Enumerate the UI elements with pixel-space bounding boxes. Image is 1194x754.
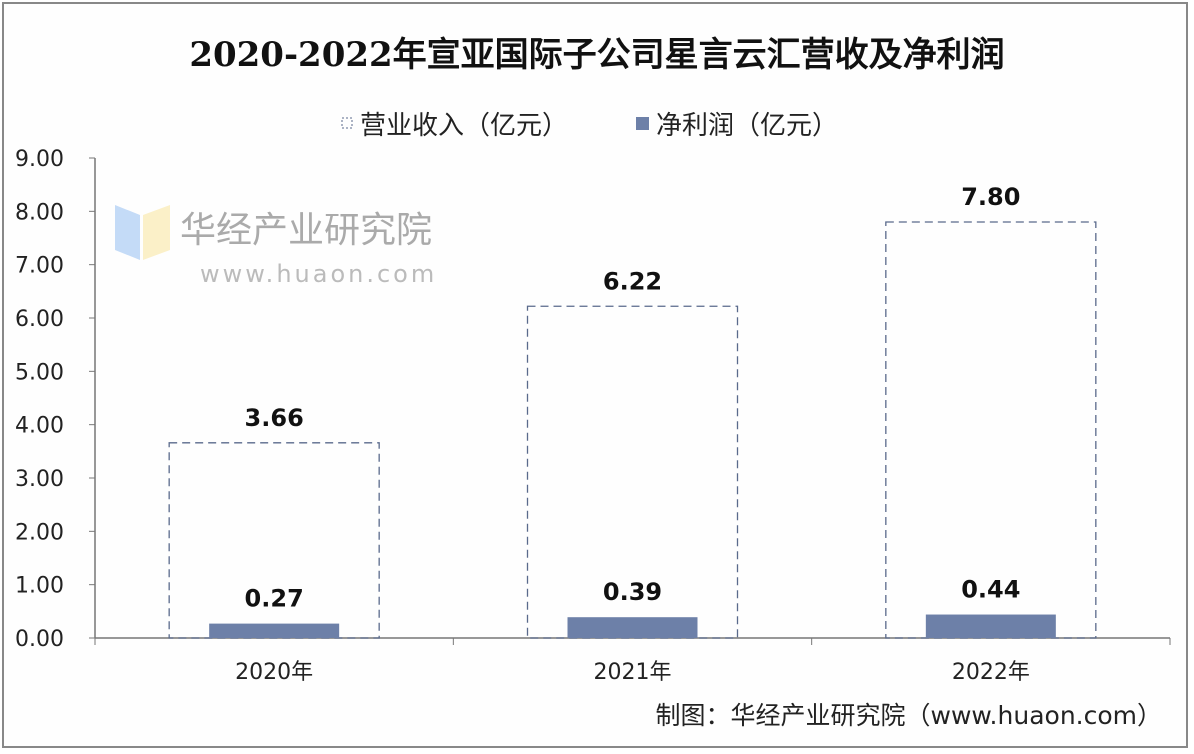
watermark-logo-right: [143, 205, 170, 260]
y-tick-label: 4.00: [15, 414, 64, 439]
watermark: 华经产业研究院 www.huaon.com: [115, 205, 437, 288]
revenue-data-label: 7.80: [961, 183, 1020, 211]
source-note: 制图：华经产业研究院（www.huaon.com）: [656, 701, 1162, 730]
legend-label-revenue: 营业收入（亿元）: [360, 111, 568, 141]
watermark-url: www.huaon.com: [200, 260, 437, 288]
profit-data-label: 0.39: [603, 578, 662, 606]
x-tick-label: 2021年: [594, 660, 672, 685]
profit-bar: [209, 623, 340, 638]
x-tick-label: 2020年: [235, 660, 313, 685]
legend-label-profit: 净利润（亿元）: [656, 111, 838, 141]
y-tick-label: 1.00: [15, 574, 64, 599]
y-tick-label: 3.00: [15, 467, 64, 492]
revenue-data-label: 6.22: [603, 267, 662, 295]
y-tick-label: 8.00: [15, 200, 64, 225]
profit-bar: [567, 617, 698, 638]
y-tick-label: 5.00: [15, 360, 64, 385]
watermark-logo-left: [115, 205, 140, 260]
watermark-text: 华经产业研究院: [180, 210, 432, 251]
profit-data-label: 0.27: [245, 585, 304, 613]
legend-swatch-revenue: [341, 117, 353, 129]
revenue-data-label: 3.66: [245, 404, 304, 432]
x-tick-label: 2022年: [952, 660, 1030, 685]
y-tick-label: 7.00: [15, 254, 64, 279]
y-tick-label: 0.00: [15, 627, 64, 652]
legend: 营业收入（亿元） 净利润（亿元）: [341, 111, 838, 141]
profit-data-label: 0.44: [961, 576, 1020, 604]
chart-title: 2020-2022年宣亚国际子公司星言云汇营收及净利润: [189, 35, 1004, 75]
profit-bar: [925, 614, 1056, 638]
y-tick-label: 9.00: [15, 147, 64, 172]
legend-swatch-profit: [636, 117, 649, 130]
revenue-bar: [526, 305, 739, 639]
y-tick-label: 2.00: [15, 520, 64, 545]
y-tick-label: 6.00: [15, 307, 64, 332]
